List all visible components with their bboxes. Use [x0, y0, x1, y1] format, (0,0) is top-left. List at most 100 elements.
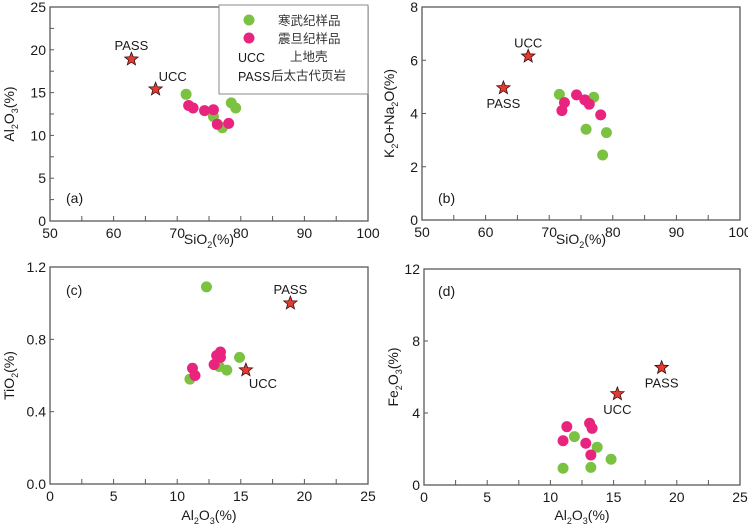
data-point-sinian — [214, 351, 226, 363]
x-axis-title: Al2O3(%) — [181, 507, 236, 526]
x-tick-label: 90 — [669, 224, 685, 240]
data-point-cambrian — [580, 123, 592, 135]
y-axis-title: Al2O3(%) — [1, 86, 20, 141]
legend-marker-cambrian — [243, 14, 255, 26]
reference-label-ucc: UCC — [159, 69, 187, 84]
y-tick-label: 10 — [30, 127, 46, 143]
data-point-cambrian — [600, 127, 612, 139]
reference-label-pass: PASS — [487, 96, 521, 111]
data-point-sinian — [571, 89, 583, 101]
x-tick-label: 70 — [541, 224, 557, 240]
reference-star-pass — [282, 295, 299, 310]
reference-label-pass: PASS — [115, 38, 149, 53]
data-point-sinian — [208, 359, 220, 371]
x-tick-label: 10 — [543, 489, 559, 505]
x-tick-label: 80 — [605, 224, 621, 240]
y-tick-label: 25 — [30, 0, 46, 15]
x-tick-label: 100 — [728, 224, 748, 240]
x-tick-label: 25 — [360, 488, 376, 504]
plot-frame — [423, 268, 741, 486]
reference-star-ucc — [520, 48, 536, 63]
reference-label-ucc: UCC — [249, 376, 277, 391]
x-tick-label: 15 — [606, 489, 622, 505]
y-tick-label: 4 — [410, 106, 418, 122]
x-tick-label: 50 — [42, 225, 58, 241]
data-point-sinian — [586, 422, 598, 434]
x-tick-label: 0 — [46, 488, 54, 504]
panel-c: 0 5 10 15 20 25 0.0 0.4 0.8 1.2 Al2O3(%) TiO2(%) (c)… — [1, 259, 376, 526]
legend-label-pass: 后太古代页岩 — [271, 68, 346, 83]
data-point-sinian — [583, 98, 595, 110]
legend-label-ucc: 上地壳 — [290, 49, 328, 64]
x-axis-title: Al2O3(%) — [554, 507, 609, 526]
y-tick-label: 12 — [404, 261, 420, 277]
plot-frame — [49, 266, 369, 485]
reference-label-pass: PASS — [274, 282, 308, 297]
x-tick-label: 100 — [356, 225, 380, 241]
panel-tag: (a) — [66, 190, 83, 206]
x-axis-title: SiO2(%) — [556, 231, 606, 250]
x-axis-title: SiO2(%) — [184, 231, 234, 250]
data-point-sinian — [557, 435, 569, 447]
reference-star-pass — [495, 79, 512, 95]
y-tick-label: 15 — [30, 85, 46, 101]
y-tick-label: 8 — [412, 333, 420, 349]
panel-tag: (c) — [66, 282, 82, 298]
data-point-cambrian — [557, 462, 569, 474]
y-tick-label: 0 — [410, 212, 418, 228]
x-tick-label: 90 — [297, 225, 313, 241]
panel-tag: (d) — [438, 283, 455, 299]
x-tick-label: 80 — [233, 225, 249, 241]
y-tick-label: 0 — [38, 213, 46, 229]
data-point-sinian — [223, 117, 235, 129]
x-tick-label: 5 — [483, 489, 491, 505]
panel-b: 50 60 70 80 90 100 0 2 4 6 8 SiO2(%) K2O+Na2O(%) (b) U… — [381, 0, 748, 250]
x-tick-label: 10 — [169, 488, 185, 504]
data-point-sinian — [580, 437, 592, 449]
data-point-cambrian — [180, 88, 192, 100]
x-tick-label: 25 — [732, 489, 748, 505]
data-point-cambrian — [585, 461, 597, 473]
data-point-cambrian — [591, 441, 603, 453]
y-tick-label: 0 — [412, 477, 420, 493]
data-point-sinian — [556, 105, 568, 117]
data-point-cambrian — [221, 364, 233, 376]
legend-key-pass: PASS — [238, 70, 270, 84]
y-tick-label: 0.0 — [27, 476, 47, 492]
data-point-cambrian — [200, 281, 212, 293]
reference-star-ucc — [147, 81, 164, 96]
x-tick-label: 15 — [233, 488, 249, 504]
data-point-cambrian — [230, 102, 242, 114]
x-tick-label: 20 — [297, 488, 313, 504]
y-axis-title: Fe2O3(%) — [385, 347, 404, 406]
data-point-cambrian — [605, 453, 617, 465]
legend: 寒武纪样品 震旦纪样品 UCC 上地壳 PASS 后太古代页岩 — [218, 4, 369, 95]
data-point-cambrian — [553, 88, 565, 100]
data-point-sinian — [211, 118, 223, 130]
y-tick-label: 4 — [412, 405, 420, 421]
x-tick-label: 0 — [420, 489, 428, 505]
x-tick-label: 5 — [110, 488, 118, 504]
reference-star-pass — [123, 51, 140, 66]
data-point-sinian — [189, 370, 201, 381]
panel-a: 50 60 70 80 90 100 0 5 10 15 20 25 SiO2(%) Al2O3(%) (a… — [1, 0, 380, 250]
y-tick-label: 8 — [410, 0, 418, 15]
y-tick-label: 0.8 — [27, 331, 47, 347]
data-point-sinian — [199, 105, 211, 117]
data-point-cambrian — [597, 149, 609, 161]
legend-key-ucc: UCC — [238, 51, 265, 65]
reference-star-ucc — [609, 385, 626, 401]
x-tick-label: 60 — [478, 224, 494, 240]
data-point-cambrian — [568, 431, 580, 443]
reference-star-pass — [653, 359, 670, 375]
y-tick-label: 0.4 — [27, 404, 47, 420]
data-point-sinian — [561, 421, 573, 433]
panel-d: 0 5 10 15 20 25 0 4 8 12 Al2O3(%) Fe2O3(%) (d) UCC PAS… — [385, 261, 748, 526]
reference-label-ucc: UCC — [603, 402, 631, 417]
reference-label-ucc: UCC — [514, 35, 542, 50]
data-point-sinian — [187, 102, 199, 114]
y-tick-label: 5 — [38, 170, 46, 186]
y-tick-label: 6 — [410, 52, 418, 68]
panel-tag: (b) — [438, 190, 455, 206]
